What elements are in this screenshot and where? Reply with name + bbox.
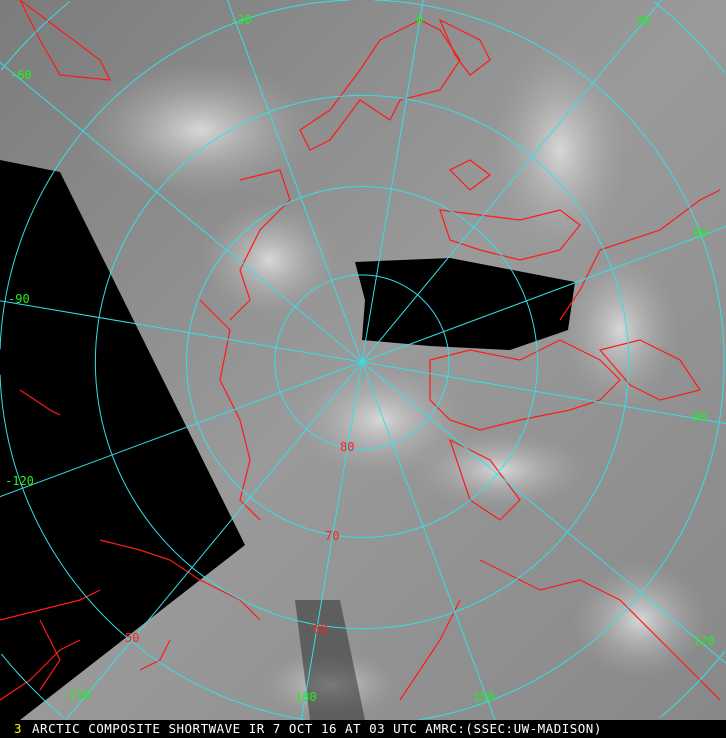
meridian-line [0, 361, 363, 498]
longitude-label: -60 [10, 68, 32, 82]
meridian-line [361, 0, 424, 363]
longitude-label: 60 [693, 226, 707, 240]
longitude-label: 150 [473, 690, 495, 704]
latitude-label: 50 [125, 631, 139, 645]
latitude-circle-40 [1, 1, 726, 718]
meridian-line [0, 62, 363, 363]
latitude-circle-70 [186, 186, 538, 538]
latitude-label: 70 [325, 529, 339, 543]
longitude-label: 120 [693, 634, 715, 648]
longitude-label: -150 [62, 688, 91, 702]
longitude-label: -90 [8, 292, 30, 306]
longitude-label: -120 [5, 474, 34, 488]
caption-text: ARCTIC COMPOSITE SHORTWAVE IR 7 OCT 16 A… [32, 721, 602, 736]
cloud-features [80, 40, 710, 720]
meridian-line [65, 361, 363, 720]
longitude-label: 30 [636, 14, 650, 28]
longitude-label: 0 [416, 13, 423, 27]
latitude-circle-80 [274, 274, 450, 450]
meridian-line [0, 300, 363, 363]
longitude-label: 180 [295, 690, 317, 704]
graticule-labels: 80 70 60 50 0 30 60 90 120 150 180 -150 -120 -90 -60 -3… [5, 13, 715, 704]
latitude-circle-50 [0, 0, 725, 720]
longitude-label: 90 [692, 410, 706, 424]
meridian-line [300, 361, 363, 720]
meridian-line [361, 361, 726, 425]
frame-number: 3 [14, 721, 23, 736]
no-data-region-pole [355, 258, 575, 350]
meridian-line [361, 361, 496, 720]
longitude-label: -30 [230, 13, 252, 27]
image-caption-bar: 3 ARCTIC COMPOSITE SHORTWAVE IR 7 OCT 16 … [0, 720, 726, 738]
latitude-label: 80 [340, 440, 354, 454]
arctic-satellite-map: 80 70 60 50 0 30 60 90 120 150 180 -150 -120 -90 -60 -3… [0, 0, 726, 720]
latitude-label: 60 [313, 622, 327, 636]
latitude-circle-60 [94, 94, 630, 630]
meridian-line [361, 361, 726, 664]
graticule [0, 0, 726, 720]
meridian-line [361, 0, 662, 363]
no-data-region-left [0, 160, 245, 720]
meridian-line [226, 0, 363, 363]
meridian-line [361, 226, 726, 363]
